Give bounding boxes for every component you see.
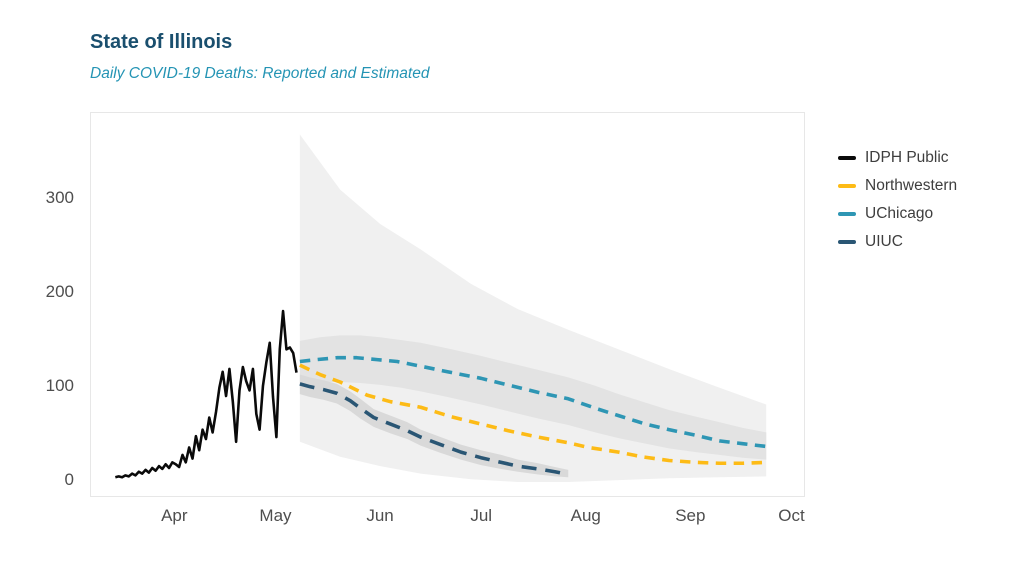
plot-panel: [90, 112, 805, 497]
legend-item-idph-public: IDPH Public: [838, 144, 957, 172]
band-uiuc-interval: [299, 374, 569, 478]
legend-label-uchicago: UChicago: [865, 205, 934, 222]
legend-label-idph-public: IDPH Public: [865, 149, 949, 166]
legend-swatch-northwestern: [838, 184, 856, 188]
x-tick-label-oct: Oct: [778, 506, 805, 525]
legend-swatch-uiuc: [838, 240, 856, 244]
y-tick-label-0: 0: [64, 470, 74, 490]
legend-item-uiuc: UIUC: [838, 228, 957, 256]
chart-legend: IDPH Public Northwestern UChicago UIUC: [838, 144, 957, 256]
legend-item-uchicago: UChicago: [838, 200, 957, 228]
band-uchicago-outer-interval: [299, 134, 767, 482]
x-tick-label-apr: Apr: [161, 506, 188, 525]
legend-label-northwestern: Northwestern: [865, 177, 958, 194]
x-tick-label-sep: Sep: [675, 506, 706, 525]
line-series-northwestern: [299, 363, 767, 466]
chart-canvas: [115, 134, 767, 482]
y-tick-label-200: 200: [45, 282, 74, 302]
line-series-uiuc: [299, 382, 569, 477]
x-tick-label-jun: Jun: [366, 506, 394, 525]
line-series-uchicago: [299, 355, 767, 449]
y-tick-label-300: 300: [45, 188, 74, 208]
legend-label-uiuc: UIUC: [865, 233, 903, 250]
x-tick-label-jul: Jul: [470, 506, 493, 525]
legend-swatch-idph-public: [838, 156, 856, 160]
x-tick-label-may: May: [259, 506, 292, 525]
x-tick-label-aug: Aug: [570, 506, 601, 525]
legend-item-northwestern: Northwestern: [838, 172, 957, 200]
legend-swatch-uchicago: [838, 212, 856, 216]
chart-title: State of Illinois: [90, 31, 233, 53]
line-series-idph-public: [115, 309, 298, 479]
chart-subtitle: Daily COVID-19 Deaths: Reported and Esti…: [90, 65, 430, 82]
y-tick-label-100: 100: [45, 376, 74, 396]
